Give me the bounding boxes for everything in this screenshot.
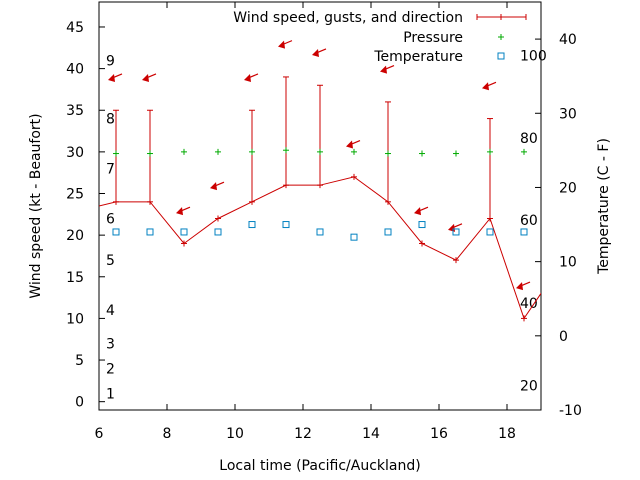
x-tick-label: 18	[498, 426, 516, 442]
legend-label-pressure: Pressure	[403, 30, 463, 46]
temperature-point	[248, 221, 256, 229]
x-tick-label: 8	[163, 426, 172, 442]
wind-direction-arrow	[482, 81, 497, 91]
fahrenheit-label: 60	[520, 213, 538, 229]
y-tick-label: 30	[66, 145, 84, 161]
x-tick-label: 16	[430, 426, 448, 442]
arrow-head	[278, 40, 285, 49]
fahrenheit-label: 100	[520, 48, 547, 64]
temperature-point	[418, 221, 426, 229]
temperature-point	[452, 228, 460, 236]
beaufort-label: 3	[106, 336, 115, 352]
y-axis-title: Wind speed (kt - Beaufort)	[28, 113, 44, 298]
arrow-head	[244, 73, 251, 82]
legend-label-temperature: Temperature	[373, 49, 463, 65]
arrow-head	[142, 73, 149, 82]
temperature-point	[384, 228, 392, 236]
y-tick-label: 10	[66, 311, 84, 327]
arrow-head	[448, 223, 455, 232]
wind-direction-arrow	[414, 206, 429, 216]
plot-area	[99, 40, 541, 322]
legend-label-wind: Wind speed, gusts, and direction	[233, 10, 463, 26]
beaufort-label: 7	[106, 162, 115, 178]
y-tick-label: 40	[66, 62, 84, 78]
legend-swatch-temperature	[497, 52, 505, 60]
wind-direction-arrow	[448, 223, 463, 232]
wind-direction-arrow	[380, 65, 395, 74]
fahrenheit-label: 40	[520, 296, 538, 312]
plot-frame	[98, 1, 542, 411]
y-tick-label: 5	[75, 353, 84, 369]
wind-direction-arrow	[516, 281, 531, 291]
arrow-head	[108, 73, 115, 82]
y2-tick-label: 0	[559, 329, 568, 345]
wind-direction-arrow	[108, 73, 123, 82]
temperature-point	[112, 228, 120, 236]
temperature-point	[486, 228, 494, 236]
temperature-point	[520, 228, 528, 236]
beaufort-label: 9	[106, 53, 115, 69]
x-axis-title: Local time (Pacific/Auckland)	[219, 458, 420, 474]
wind-direction-arrow	[312, 48, 327, 57]
wind-direction-arrow	[176, 206, 191, 216]
wind-speed-line	[99, 176, 541, 320]
y2-tick-label: -10	[559, 403, 582, 419]
arrow-head	[482, 82, 489, 91]
y-tick-label: 20	[66, 228, 84, 244]
fahrenheit-label: 80	[520, 131, 538, 147]
y2-axis-title: Temperature (C - F)	[596, 138, 612, 275]
arrow-head	[176, 207, 183, 216]
temperature-point	[282, 221, 290, 229]
y-tick-label: 25	[66, 187, 84, 203]
temperature-point	[214, 228, 222, 236]
wind-direction-arrow	[346, 139, 361, 149]
beaufort-label: 1	[106, 386, 115, 402]
wind-direction-arrow	[210, 181, 225, 191]
beaufort-label: 4	[106, 303, 115, 319]
x-tick-label: 6	[95, 426, 104, 442]
x-tick-label: 12	[294, 426, 312, 442]
x-tick-label: 10	[226, 426, 244, 442]
y2-tick-label: 20	[559, 180, 577, 196]
beaufort-label: 2	[106, 361, 115, 377]
wind-direction-arrow	[278, 40, 293, 49]
arrow-head	[414, 207, 421, 216]
y-tick-label: 15	[66, 270, 84, 286]
beaufort-label: 5	[106, 253, 115, 269]
arrow-head	[312, 48, 319, 57]
y2-tick-label: 30	[559, 106, 577, 122]
fahrenheit-label: 20	[520, 379, 538, 395]
temperature-point	[316, 228, 324, 236]
temperature-point	[350, 233, 358, 241]
wind-direction-arrow	[244, 73, 259, 82]
y-tick-label: 45	[66, 20, 84, 36]
beaufort-label: 6	[106, 211, 115, 227]
arrow-head	[210, 182, 217, 191]
beaufort-label: 8	[106, 112, 115, 128]
temperature-point	[146, 228, 154, 236]
temperature-point	[180, 228, 188, 236]
arrow-head	[346, 140, 353, 149]
arrow-head	[516, 282, 523, 291]
y-tick-label: 0	[75, 395, 84, 411]
arrow-head	[380, 65, 387, 74]
legend: Wind speed, gusts, and direction Pressure…	[233, 10, 527, 65]
y-tick-label: 35	[66, 103, 84, 119]
wind-direction-arrow	[142, 73, 157, 82]
x-tick-label: 14	[362, 426, 380, 442]
y2-tick-label: 40	[559, 32, 577, 48]
y2-tick-label: 10	[559, 255, 577, 271]
